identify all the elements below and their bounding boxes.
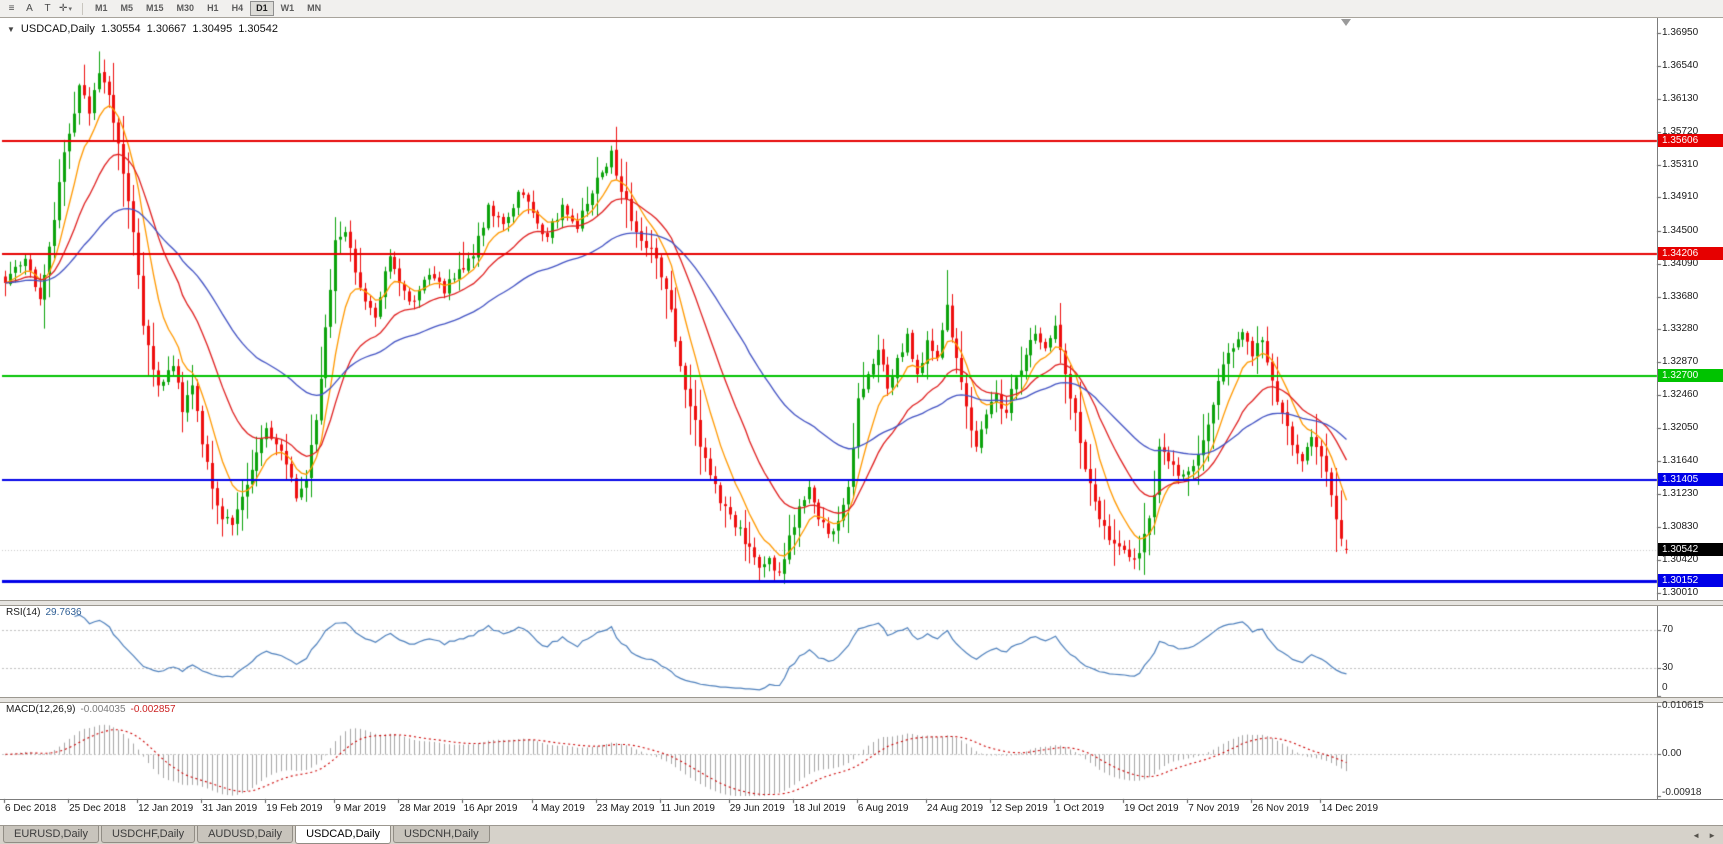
chevron-down-icon: ▾	[68, 5, 72, 13]
chart-menu-button[interactable]: ≡	[4, 2, 19, 16]
crosshair-icon: ✛	[59, 3, 68, 14]
toolbar-separator	[82, 2, 83, 15]
top-toolbar: ≡ A T ✛ ▾ M1 M5 M15 M30 H1 H4 D1 W1 MN	[0, 0, 1723, 18]
timeframe-button-w1[interactable]: W1	[280, 3, 295, 13]
timeframe-button-h1[interactable]: H1	[207, 3, 219, 13]
tab-audusd[interactable]: AUDUSD,Daily	[197, 826, 294, 843]
tab-usdcad[interactable]: USDCAD,Daily	[295, 826, 392, 844]
timeframe-button-m30[interactable]: M30	[176, 3, 195, 13]
tab-eurusd[interactable]: EURUSD,Daily	[3, 826, 99, 843]
tabs-scroll-left-icon[interactable]: ◄	[1692, 830, 1701, 840]
timeframe-button-d1[interactable]: D1	[250, 1, 274, 16]
tab-arrows: ◄ ►	[1689, 826, 1723, 844]
annotation-button[interactable]: A	[22, 2, 37, 16]
price-axis-border	[1657, 17, 1658, 799]
text-tool-icon: T	[44, 3, 51, 14]
annotation-icon: A	[26, 3, 33, 14]
timeframe-group: M1 M5 M15 M30 H1 H4 D1 W1 MN	[89, 1, 327, 16]
pane-separator-main-rsi[interactable]	[0, 600, 1723, 606]
tab-usdchf[interactable]: USDCHF,Daily	[100, 826, 196, 843]
tab-usdcnh[interactable]: USDCNH,Daily	[393, 826, 490, 843]
chart-menu-icon: ≡	[8, 3, 15, 14]
date-axis-border	[0, 799, 1723, 800]
crosshair-button[interactable]: ✛ ▾	[58, 2, 73, 16]
timeframe-button-m5[interactable]: M5	[120, 3, 134, 13]
text-tool-button[interactable]: T	[40, 2, 55, 16]
timeframe-button-h4[interactable]: H4	[231, 3, 244, 13]
timeframe-button-m15[interactable]: M15	[146, 3, 164, 13]
timeframe-button-mn[interactable]: MN	[307, 3, 322, 13]
tabs-scroll-right-icon[interactable]: ►	[1708, 830, 1716, 840]
timeframe-button-m1[interactable]: M1	[95, 3, 108, 13]
chart-tabbar: EURUSD,Daily USDCHF,Daily AUDUSD,Daily USDC…	[0, 825, 1723, 844]
pane-separator-rsi-macd[interactable]	[0, 697, 1723, 703]
